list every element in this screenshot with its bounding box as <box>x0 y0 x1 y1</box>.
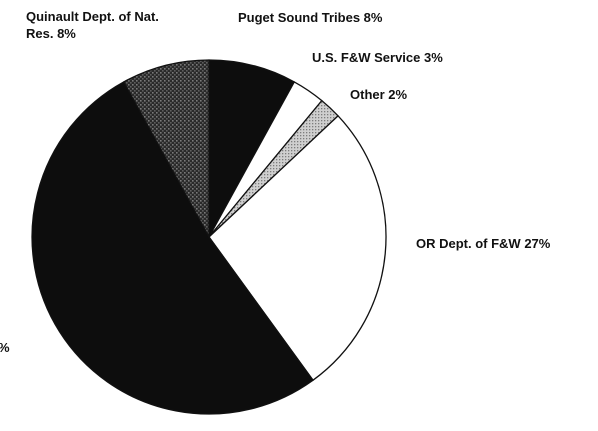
slice-label-line: U.S. F&W Service 3% <box>312 50 443 65</box>
pie-slices <box>31 59 387 415</box>
slice-label-1: U.S. F&W Service 3% <box>312 50 443 65</box>
slice-label-4: % <box>0 340 10 355</box>
pie-slice-5 <box>123 59 210 238</box>
slice-label-line: Other 2% <box>350 87 408 102</box>
slice-label-line: OR Dept. of F&W 27% <box>416 236 551 251</box>
slice-label-2: Other 2% <box>350 87 408 102</box>
pie-slice-3 <box>208 115 387 381</box>
slice-label-line: % <box>0 340 10 355</box>
pie-slice-4 <box>31 81 314 415</box>
pie-labels: Puget Sound Tribes 8% U.S. F&W Service 3%… <box>0 9 551 355</box>
pie-slice-0 <box>208 59 295 238</box>
slice-label-0: Puget Sound Tribes 8% <box>238 10 383 25</box>
slice-label-line: Puget Sound Tribes 8% <box>238 10 383 25</box>
slice-label-line: Quinault Dept. of Nat. <box>26 9 159 24</box>
slice-label-5: Quinault Dept. of Nat. Res. 8% <box>26 9 159 41</box>
slice-label-line: Res. 8% <box>26 26 76 41</box>
slice-label-3: OR Dept. of F&W 27% <box>416 236 551 251</box>
